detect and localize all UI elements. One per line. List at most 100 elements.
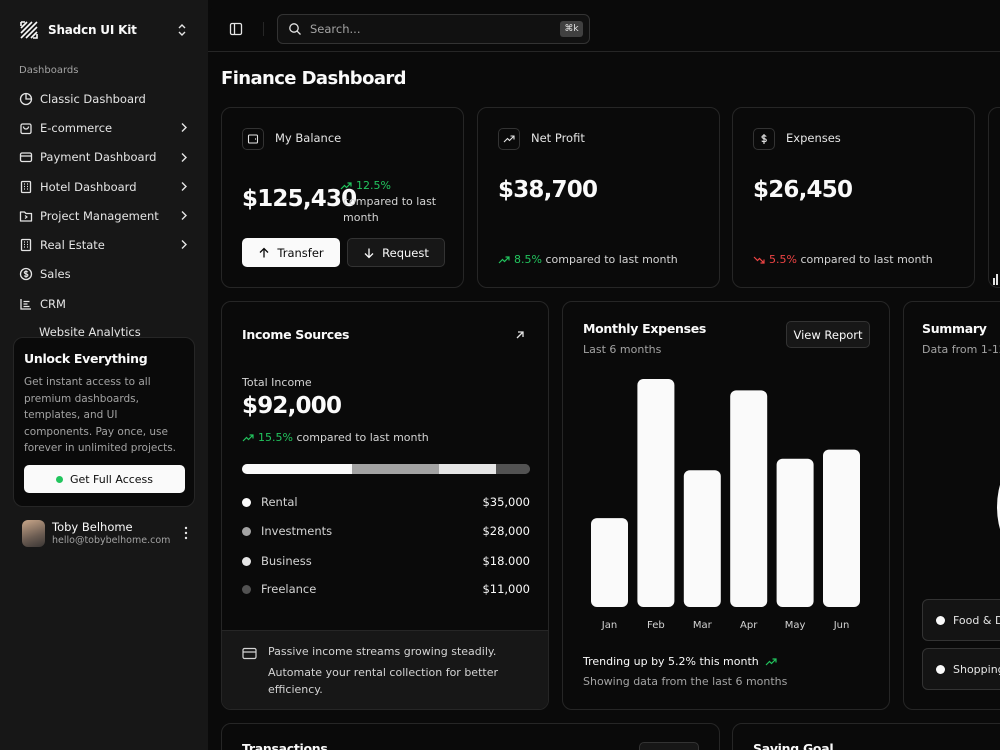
dollar-circle-icon	[19, 268, 33, 281]
sidebar: Shadcn UI Kit Dashboards Classic Dashboa…	[0, 0, 208, 750]
arrow-down-icon	[364, 248, 374, 258]
card-subtitle: Last 6 months	[583, 343, 662, 356]
x-tick-label: Jun	[833, 620, 850, 631]
search-input[interactable]	[310, 22, 540, 36]
income-source-row: Freelance $11,000	[242, 579, 530, 599]
chevron-right-icon	[181, 152, 187, 162]
summary-legend-item: Food & Drinks	[922, 599, 1000, 641]
card-title: Monthly Expenses	[583, 321, 707, 336]
sidebar-item-website-analytics[interactable]: Website Analytics	[12, 320, 198, 340]
delta-value: 15.5%	[258, 431, 293, 444]
sidebar-item-label: Project Management	[40, 208, 159, 223]
chart-bar[interactable]	[776, 458, 814, 607]
delta-text: compared to last month	[296, 431, 429, 444]
folder-icon	[19, 211, 33, 222]
legend-label: Food & Drinks	[953, 613, 1000, 627]
stat-delta: 5.5% compared to last month	[753, 253, 933, 266]
nav-section-label: Dashboards	[19, 65, 79, 76]
trending-up-icon	[765, 657, 777, 665]
income-bar-segment	[439, 464, 496, 474]
chart-bar[interactable]	[730, 390, 768, 607]
sidebar-item-label: Real Estate	[40, 238, 105, 253]
sidebar-item-ecommerce[interactable]: E-commerce	[12, 113, 198, 142]
chart-bar[interactable]	[591, 518, 628, 607]
status-dot-icon	[55, 475, 63, 483]
x-tick-label: Feb	[647, 620, 665, 631]
page-title: Finance Dashboard	[221, 68, 407, 89]
trending-up-icon	[340, 182, 352, 190]
sidebar-item-classic-dashboard[interactable]: Classic Dashboard	[12, 84, 198, 113]
stat-value: $38,700	[498, 177, 598, 203]
source-name: Freelance	[261, 582, 317, 596]
chevron-right-icon	[181, 123, 187, 133]
card-title: Summary	[922, 321, 987, 336]
button-label: Get Full Access	[69, 472, 154, 486]
list-icon	[20, 298, 31, 310]
request-button[interactable]: Request	[347, 238, 445, 267]
source-value: $35,000	[482, 495, 530, 509]
sidebar-item-label: CRM	[40, 296, 66, 311]
avatar	[22, 520, 45, 547]
summary-card: Summary Data from 1-12 ... Food & Drinks…	[903, 301, 1000, 710]
sidebar-item-payment-dashboard[interactable]: Payment Dashboard	[12, 143, 198, 172]
sidebar-item-sales[interactable]: Sales	[12, 260, 198, 289]
trending-up-icon	[242, 433, 254, 441]
chart-bar[interactable]	[823, 449, 860, 607]
card-title: Income Sources	[242, 327, 350, 342]
wallet-icon	[242, 128, 264, 150]
chart-pie-icon	[19, 92, 33, 105]
view-report-button[interactable]: View Report	[786, 321, 870, 348]
building-icon	[20, 238, 32, 252]
income-source-row: Rental $35,000	[242, 492, 530, 512]
transfer-button[interactable]: Transfer	[242, 238, 340, 267]
footer-text: Automate your rental collection for bett…	[268, 666, 498, 696]
chevron-right-icon	[181, 181, 187, 191]
stat-delta: 8.5% compared to last month	[498, 253, 678, 266]
bar-chart-icon	[993, 274, 998, 285]
top-bar: ⌘k	[208, 6, 1000, 52]
legend-dot-icon	[242, 584, 251, 594]
card-footer: Passive income streams growing steadily.…	[222, 630, 548, 709]
income-distribution-bar	[242, 464, 530, 474]
sidebar-item-crm[interactable]: CRM	[12, 289, 198, 318]
income-bar-segment	[242, 464, 352, 474]
source-value: $18.000	[482, 554, 530, 568]
legend-dot-icon	[936, 664, 945, 674]
arrow-up-right-icon[interactable]	[514, 329, 526, 341]
legend-label: Shopping	[953, 662, 1000, 676]
sidebar-item-real-estate[interactable]: Real Estate	[12, 230, 198, 259]
transactions-action-button[interactable]	[639, 742, 699, 750]
user-menu[interactable]: Toby Belhome hello@tobybelhome.com	[22, 519, 194, 549]
balance-card: My Balance $125,430 12.5% compared to la…	[221, 107, 464, 288]
chart-bar[interactable]	[637, 379, 675, 607]
brand-logo-icon	[20, 21, 38, 39]
trend-subtext: Showing data from the last 6 months	[583, 675, 788, 688]
sidebar-item-project-management[interactable]: Project Management	[12, 201, 198, 230]
sidebar-toggle-icon[interactable]	[228, 21, 244, 37]
source-name: Investments	[261, 524, 333, 538]
sidebar-item-label: Payment Dashboard	[40, 150, 157, 165]
expenses-card: Expenses $26,450 5.5% compared to last m…	[732, 107, 975, 288]
shortcut-badge: ⌘k	[560, 21, 583, 37]
trending-up-icon	[498, 255, 510, 263]
search-box[interactable]: ⌘k	[277, 14, 590, 44]
monthly-expenses-chart: Jan Feb Mar Apr May Jun	[591, 379, 860, 631]
card-title: Saving Goal	[753, 741, 834, 750]
sidebar-item-label: E-commerce	[40, 120, 113, 135]
chart-bar[interactable]	[683, 470, 721, 607]
workspace-switcher[interactable]: Shadcn UI Kit	[14, 14, 194, 46]
x-tick-label: Mar	[693, 620, 713, 631]
more-vertical-icon[interactable]	[184, 525, 188, 541]
get-full-access-button[interactable]: Get Full Access	[24, 465, 185, 493]
sidebar-item-label: Website Analytics	[39, 325, 141, 339]
trend-text: Trending up by 5.2% this month	[583, 655, 781, 668]
income-sources-card: Income Sources Total Income $92,000 15.5…	[221, 301, 549, 710]
arrow-up-icon	[259, 247, 269, 257]
card-subtitle: Data from 1-12 ...	[922, 343, 1000, 356]
source-name: Business	[261, 554, 312, 568]
sidebar-item-hotel-dashboard[interactable]: Hotel Dashboard	[12, 172, 198, 201]
total-income-label: Total Income	[242, 376, 312, 389]
search-icon	[289, 23, 301, 35]
stat-delta: 12.5% compared to last month	[340, 178, 450, 226]
delta-value: 12.5%	[356, 179, 391, 192]
